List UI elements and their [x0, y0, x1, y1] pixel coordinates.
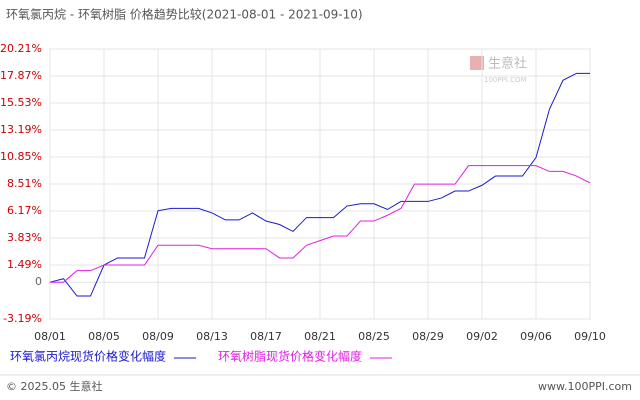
x-tick-label: 08/05	[88, 330, 120, 343]
x-tick-label: 09/02	[466, 330, 498, 343]
x-tick-label: 08/21	[304, 330, 336, 343]
legend-label: 环氧氯丙烷现货价格变化幅度	[10, 349, 166, 364]
x-tick-label: 09/10	[574, 330, 606, 343]
x-tick-label: 08/09	[142, 330, 174, 343]
footer-left: © 2025.05 生意社	[6, 379, 102, 393]
y-tick-label: -3.19%	[3, 312, 42, 325]
y-tick-label: 15.53%	[0, 96, 42, 109]
x-tick-label: 09/06	[520, 330, 552, 343]
series-line	[49, 72, 590, 297]
watermark-site: 100PPI.COM	[484, 76, 527, 84]
y-tick-label: 8.51%	[7, 177, 42, 190]
x-tick-label: 08/13	[196, 330, 228, 343]
watermark-brand: 生意社	[488, 56, 527, 72]
chart-title: 环氧氯丙烷 - 环氧树脂 价格趋势比较(2021-08-01 - 2021-09…	[6, 7, 363, 22]
y-tick-label: 13.19%	[0, 123, 42, 136]
y-tick-label: 3.83%	[7, 231, 42, 244]
x-tick-label: 08/17	[250, 330, 282, 343]
y-tick-label: 1.49%	[7, 258, 42, 271]
series-line	[50, 165, 591, 283]
x-tick-label: 08/01	[34, 330, 66, 343]
watermark-logo	[470, 56, 484, 70]
y-tick-label: 6.17%	[7, 204, 42, 217]
legend-label: 环氧树脂现货价格变化幅度	[218, 349, 362, 364]
plot: -3.19% 0 1.49% 3.83% 6.17% 8.51% 10.85% 13.19% 1…	[0, 42, 606, 364]
y-tick-label: 0	[35, 275, 42, 288]
y-tick-label: 20.21%	[0, 42, 42, 55]
y-tick-label: 10.85%	[0, 150, 42, 163]
y-tick-label: 17.87%	[0, 69, 42, 82]
x-tick-label: 08/25	[358, 330, 390, 343]
footer-right: www.100PPI.com	[538, 380, 632, 393]
x-tick-label: 08/29	[412, 330, 444, 343]
